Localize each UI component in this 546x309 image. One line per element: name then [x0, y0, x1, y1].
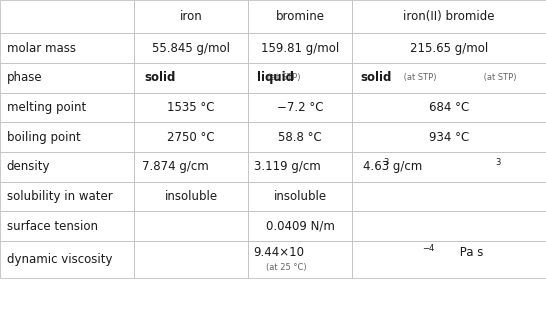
Bar — [0, 0, 134, 33]
Text: 4.63 g/cm: 4.63 g/cm — [363, 160, 423, 173]
Text: boiling point: boiling point — [7, 131, 80, 144]
Text: 934 °C: 934 °C — [429, 131, 469, 144]
Text: liquid: liquid — [257, 71, 294, 84]
Text: 3: 3 — [383, 158, 389, 167]
Text: 0.0409 N/m: 0.0409 N/m — [266, 220, 335, 233]
Bar — [352, 122, 546, 152]
Text: (at STP): (at STP) — [481, 73, 517, 83]
Text: molar mass: molar mass — [7, 42, 75, 55]
Bar — [0, 241, 134, 278]
Text: 9.44×10: 9.44×10 — [253, 246, 304, 259]
Text: 2750 °C: 2750 °C — [167, 131, 215, 144]
Bar — [352, 211, 546, 241]
Bar — [0, 211, 134, 241]
Text: −4: −4 — [422, 244, 434, 253]
Text: (at STP): (at STP) — [265, 73, 301, 83]
Text: surface tension: surface tension — [7, 220, 98, 233]
Text: iron(II) bromide: iron(II) bromide — [403, 10, 495, 23]
Bar — [352, 0, 546, 33]
Bar — [352, 152, 546, 182]
Bar — [248, 211, 352, 241]
Text: iron: iron — [180, 10, 203, 23]
Text: (at 25 °C): (at 25 °C) — [266, 263, 307, 272]
Text: 1535 °C: 1535 °C — [168, 101, 215, 114]
Text: phase: phase — [7, 71, 42, 84]
Bar — [134, 182, 248, 211]
Text: 58.8 °C: 58.8 °C — [278, 131, 322, 144]
Text: density: density — [7, 160, 50, 173]
Bar — [248, 122, 352, 152]
Text: melting point: melting point — [7, 101, 86, 114]
Text: insoluble: insoluble — [274, 190, 327, 203]
Bar — [248, 0, 352, 33]
Bar — [134, 152, 248, 182]
Bar — [248, 63, 352, 93]
Text: solid: solid — [145, 71, 176, 84]
Bar — [0, 152, 134, 182]
Text: 3: 3 — [495, 158, 501, 167]
Bar — [0, 122, 134, 152]
Bar — [134, 63, 248, 93]
Bar — [0, 33, 134, 63]
Text: solid: solid — [360, 71, 391, 84]
Text: 215.65 g/mol: 215.65 g/mol — [410, 42, 488, 55]
Text: insoluble: insoluble — [164, 190, 218, 203]
Bar — [134, 122, 248, 152]
Bar — [248, 241, 352, 278]
Text: 55.845 g/mol: 55.845 g/mol — [152, 42, 230, 55]
Bar — [134, 241, 248, 278]
Bar — [248, 152, 352, 182]
Bar — [352, 182, 546, 211]
Text: −7.2 °C: −7.2 °C — [277, 101, 324, 114]
Text: dynamic viscosity: dynamic viscosity — [7, 253, 112, 266]
Bar — [352, 33, 546, 63]
Bar — [134, 33, 248, 63]
Bar — [248, 182, 352, 211]
Bar — [0, 93, 134, 122]
Text: solubility in water: solubility in water — [7, 190, 112, 203]
Text: 159.81 g/mol: 159.81 g/mol — [261, 42, 340, 55]
Text: (at STP): (at STP) — [401, 73, 437, 83]
Text: 7.874 g/cm: 7.874 g/cm — [142, 160, 209, 173]
Bar — [352, 63, 546, 93]
Bar — [134, 0, 248, 33]
Bar — [0, 182, 134, 211]
Text: bromine: bromine — [276, 10, 325, 23]
Bar — [248, 33, 352, 63]
Text: Pa s: Pa s — [456, 246, 483, 259]
Text: 3.119 g/cm: 3.119 g/cm — [254, 160, 321, 173]
Bar — [134, 211, 248, 241]
Bar — [352, 93, 546, 122]
Bar — [248, 93, 352, 122]
Bar — [352, 241, 546, 278]
Bar — [134, 93, 248, 122]
Bar — [0, 63, 134, 93]
Text: 684 °C: 684 °C — [429, 101, 469, 114]
